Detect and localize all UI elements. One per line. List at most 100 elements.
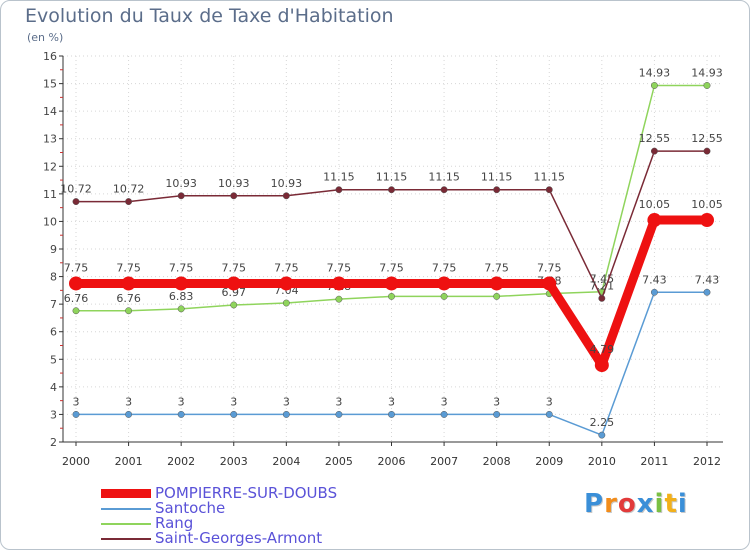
- data-point: [125, 307, 133, 315]
- data-point: [650, 147, 658, 155]
- data-label: 7.75: [432, 261, 457, 274]
- x-tick-label: 2008: [483, 455, 511, 468]
- data-point: [650, 82, 658, 89]
- x-tick-label: 2000: [62, 455, 90, 468]
- data-point: [282, 410, 290, 418]
- data-label: 10.93: [165, 177, 197, 190]
- data-label: 7.75: [116, 261, 141, 274]
- y-tick-label: 14: [43, 105, 57, 118]
- data-point: [440, 410, 448, 418]
- data-point: [703, 82, 711, 89]
- legend-label-pompierre: POMPIERRE-SUR-DOUBS: [155, 484, 338, 502]
- data-point: [545, 186, 553, 194]
- data-point: [331, 276, 346, 291]
- x-tick-label: 2006: [378, 455, 406, 468]
- data-point: [230, 192, 238, 200]
- logo-letter: r: [604, 489, 618, 519]
- data-point: [440, 292, 448, 300]
- data-point: [72, 410, 80, 418]
- y-tick-label: 8: [50, 271, 57, 284]
- y-tick-label: 6: [50, 326, 57, 339]
- data-label: 2.25: [590, 416, 615, 429]
- x-tick-label: 2009: [535, 455, 563, 468]
- legend-label-santoche: Santoche: [155, 499, 226, 517]
- data-label: 7.75: [484, 261, 509, 274]
- data-point: [437, 276, 452, 291]
- y-tick-label: 13: [43, 133, 57, 146]
- data-label: 3: [178, 395, 185, 408]
- y-tick-label: 12: [43, 160, 57, 173]
- data-label: 3: [283, 395, 290, 408]
- data-point: [177, 305, 185, 313]
- data-label: 7.75: [222, 261, 247, 274]
- data-point: [598, 294, 606, 302]
- x-tick-label: 2012: [693, 455, 721, 468]
- data-point: [335, 295, 343, 303]
- data-label: 10.05: [639, 198, 671, 211]
- logo-letter: x: [636, 489, 655, 519]
- data-label: 14.93: [691, 67, 723, 80]
- data-label: 11.15: [428, 171, 460, 184]
- y-tick-label: 7: [50, 298, 57, 311]
- data-label: 7.75: [537, 261, 562, 274]
- x-tick-label: 2005: [325, 455, 353, 468]
- data-point: [335, 186, 343, 194]
- x-tick-label: 2001: [115, 455, 143, 468]
- y-tick-label: 4: [50, 381, 57, 394]
- data-point: [121, 276, 136, 291]
- y-tick-label: 15: [43, 78, 57, 91]
- data-point: [279, 276, 294, 291]
- chart-title: Evolution du Taux de Taxe d'Habitation: [25, 5, 394, 27]
- data-label: 7.75: [274, 261, 299, 274]
- legend-swatch-pompierre: [101, 489, 151, 498]
- data-label: 7.43: [695, 273, 720, 286]
- data-point: [72, 198, 80, 206]
- x-tick-label: 2011: [640, 455, 668, 468]
- data-point: [493, 292, 501, 300]
- data-point: [542, 276, 557, 291]
- data-point: [282, 192, 290, 200]
- x-tick-label: 2007: [430, 455, 458, 468]
- data-label: 10.72: [113, 183, 145, 196]
- data-point: [545, 410, 553, 418]
- data-point: [230, 301, 238, 309]
- data-point: [125, 410, 133, 418]
- x-tick-label: 2002: [167, 455, 195, 468]
- x-tick-label: 2010: [588, 455, 616, 468]
- proxiti-logo: Proxiti: [584, 489, 688, 519]
- logo-letter: o: [617, 489, 637, 519]
- data-point: [388, 186, 395, 194]
- data-label: 7.21: [590, 279, 615, 292]
- x-tick-label: 2004: [272, 455, 300, 468]
- data-label: 4.79: [590, 343, 615, 356]
- data-label: 6.76: [116, 292, 141, 305]
- data-label: 12.55: [691, 132, 723, 145]
- data-point: [598, 431, 606, 439]
- data-point: [69, 276, 83, 291]
- legend-swatch-santoche: [101, 507, 151, 510]
- data-point: [489, 276, 504, 291]
- data-point: [388, 292, 395, 300]
- data-point: [388, 410, 395, 418]
- data-point: [72, 307, 80, 315]
- legend-swatch-rang: [101, 522, 151, 525]
- data-label: 7.43: [642, 273, 667, 286]
- data-point: [226, 276, 241, 291]
- y-tick-label: 3: [50, 408, 57, 421]
- legend-swatch-saint-georges-armont: [101, 537, 151, 540]
- data-label: 7.75: [64, 261, 89, 274]
- data-label: 6.76: [64, 292, 89, 305]
- data-label: 3: [335, 395, 342, 408]
- data-label: 11.15: [376, 171, 408, 184]
- data-point: [335, 410, 343, 418]
- y-tick-label: 16: [43, 50, 57, 63]
- data-label: 7.75: [169, 261, 194, 274]
- legend-item-santoche: Santoche: [101, 501, 337, 516]
- data-label: 10.05: [691, 198, 723, 211]
- data-label: 11.15: [481, 171, 513, 184]
- data-point: [230, 410, 238, 418]
- data-point: [703, 147, 711, 155]
- data-label: 10.93: [218, 177, 250, 190]
